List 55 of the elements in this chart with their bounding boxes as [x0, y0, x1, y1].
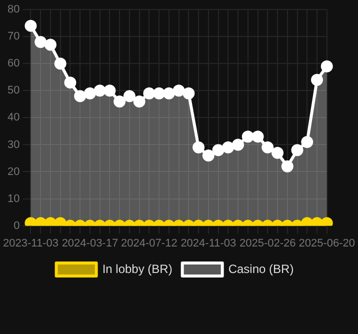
point	[153, 87, 166, 100]
point	[301, 136, 314, 148]
point	[24, 217, 37, 226]
point	[172, 84, 185, 97]
point	[320, 60, 333, 72]
point	[320, 217, 333, 226]
x-tick-label: 2023-11-03	[3, 237, 58, 250]
point	[242, 130, 254, 143]
point	[24, 20, 37, 32]
point	[182, 87, 195, 100]
point	[44, 217, 56, 226]
point	[54, 58, 66, 70]
x-tick-label: 2024-07-12	[121, 237, 178, 250]
point	[123, 90, 136, 102]
y-tick-label: 80	[7, 4, 20, 16]
y-tick-label: 0	[14, 220, 20, 232]
y-tick-label: 30	[7, 138, 20, 151]
x-tick-label: 2024-03-17	[62, 237, 118, 250]
point	[64, 76, 76, 89]
y-tick-label: 20	[7, 166, 20, 178]
point	[34, 217, 47, 226]
point	[192, 141, 205, 154]
point	[94, 84, 106, 97]
point	[212, 144, 224, 156]
legend-label: Casino (BR)	[228, 262, 294, 276]
y-tick-label: 70	[7, 30, 20, 43]
point	[143, 87, 156, 100]
point	[262, 141, 274, 154]
point	[162, 87, 175, 100]
point	[202, 150, 214, 162]
x-tick-label: 2024-11-03	[180, 237, 236, 250]
x-tick-label: 2025-06-20	[298, 237, 356, 250]
point	[74, 90, 86, 102]
point	[222, 141, 234, 154]
point	[84, 87, 96, 100]
x-tick-label: 2025-02-26	[239, 237, 296, 250]
point	[44, 38, 56, 51]
point	[301, 217, 314, 226]
point	[310, 217, 323, 226]
point	[54, 217, 66, 226]
point	[114, 95, 126, 108]
point	[310, 74, 323, 86]
point	[291, 144, 304, 156]
y-tick-label: 40	[7, 112, 20, 124]
point	[34, 36, 47, 48]
point	[104, 84, 116, 97]
y-tick-label: 10	[7, 192, 20, 205]
y-tick-label: 50	[7, 84, 20, 97]
legend-label: In lobby (BR)	[102, 262, 172, 276]
point	[272, 146, 284, 159]
y-tick-label: 60	[7, 58, 20, 70]
point	[281, 160, 294, 172]
point	[133, 95, 146, 108]
point	[252, 130, 264, 143]
point	[232, 138, 244, 151]
